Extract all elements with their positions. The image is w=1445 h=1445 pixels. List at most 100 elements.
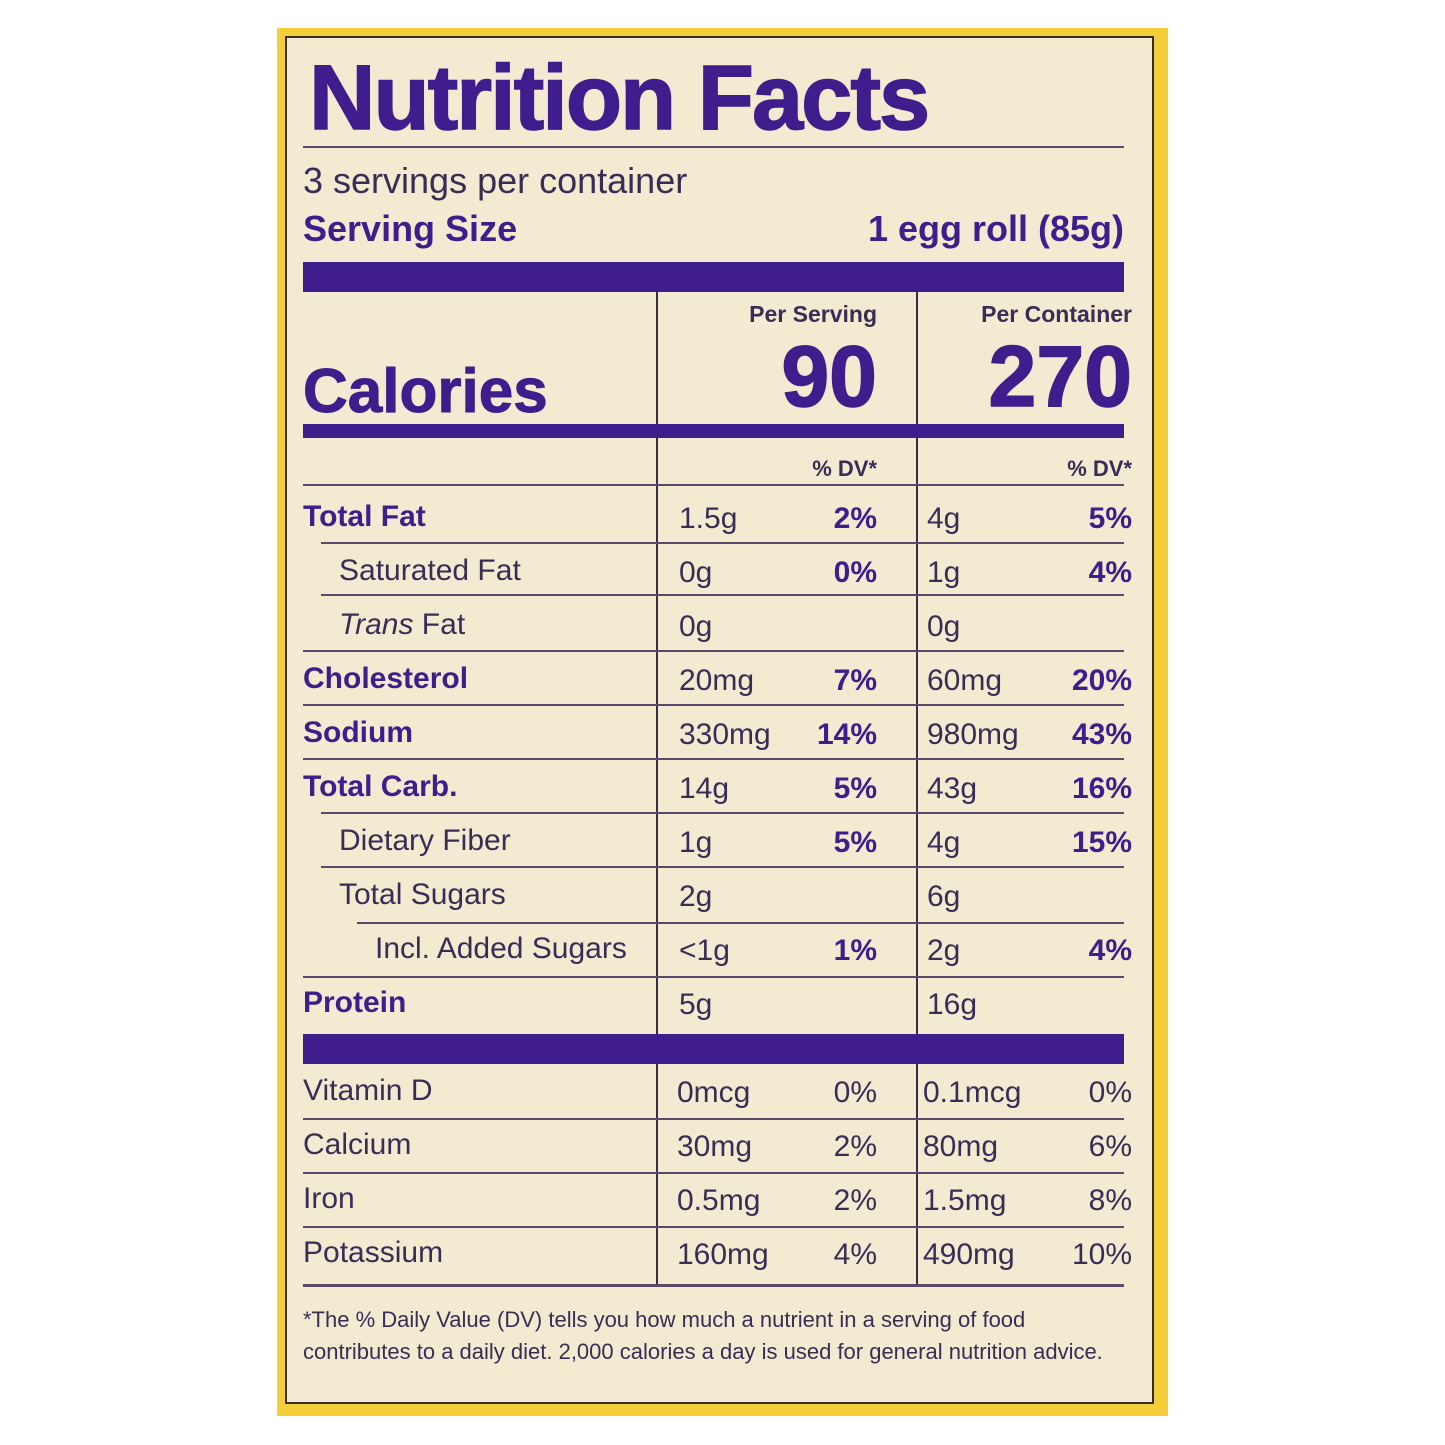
trans-italic: Trans bbox=[339, 608, 414, 641]
divider bbox=[303, 1172, 1124, 1174]
divider bbox=[303, 704, 1124, 706]
serving-amount: 14g bbox=[679, 772, 730, 805]
divider bbox=[303, 484, 1124, 486]
container-dv: 15% bbox=[1071, 826, 1132, 859]
divider bbox=[321, 866, 1124, 868]
trans-suffix: Fat bbox=[413, 608, 466, 641]
vitamin-row-potassium: Potassium 160mg 4% 490mg 10% bbox=[287, 1230, 1152, 1284]
container-amount: 4g bbox=[927, 502, 961, 535]
label-title: Nutrition Facts bbox=[308, 47, 931, 149]
nutrient-name: Trans Fat bbox=[339, 608, 465, 642]
container-amount: 980mg bbox=[927, 718, 1019, 751]
nutrient-row-trans-fat: Trans Fat 0g 0g bbox=[287, 602, 1152, 656]
thick-bar-top bbox=[303, 262, 1124, 292]
nutrient-row-sodium: Sodium 330mg 14% 980mg 43% bbox=[287, 710, 1152, 764]
serving-amount: 5g bbox=[679, 988, 713, 1021]
serving-dv: 5% bbox=[833, 772, 877, 805]
nutrition-facts-panel: Nutrition Facts 3 servings per container… bbox=[285, 36, 1154, 1404]
serving-amount: 0mcg bbox=[677, 1076, 751, 1109]
container-amount: 2g bbox=[927, 934, 961, 967]
serving-amount: <1g bbox=[679, 934, 730, 967]
per-container-header: Per Container bbox=[981, 301, 1132, 327]
vitamin-row-iron: Iron 0.5mg 2% 1.5mg 8% bbox=[287, 1176, 1152, 1230]
divider bbox=[303, 650, 1124, 652]
container-amount: 1.5mg bbox=[923, 1184, 1007, 1217]
calories-per-container: 270 bbox=[988, 329, 1133, 425]
thick-bar-calories bbox=[303, 424, 1124, 438]
calories-label: Calories bbox=[303, 357, 549, 427]
container-amount: 0g bbox=[927, 610, 961, 643]
serving-dv: 1% bbox=[833, 934, 877, 967]
serving-amount: 1g bbox=[679, 826, 713, 859]
container-dv: 43% bbox=[1071, 718, 1132, 751]
nutrient-row-saturated-fat: Saturated Fat 0g 0% 1g 4% bbox=[287, 548, 1152, 602]
divider bbox=[357, 922, 1124, 924]
nutrient-row-total-sugars: Total Sugars 2g 6g bbox=[287, 872, 1152, 926]
divider bbox=[303, 1226, 1124, 1228]
container-dv: 16% bbox=[1071, 772, 1132, 805]
divider bbox=[303, 1284, 1124, 1287]
nutrient-name: Dietary Fiber bbox=[339, 824, 511, 857]
divider bbox=[321, 812, 1124, 814]
nutrient-name: Protein bbox=[303, 986, 407, 1019]
divider bbox=[321, 594, 1124, 596]
nutrient-name: Saturated Fat bbox=[339, 554, 521, 587]
dv-header-serving: % DV* bbox=[812, 456, 877, 481]
container-amount: 490mg bbox=[923, 1238, 1015, 1271]
nutrient-name: Cholesterol bbox=[303, 662, 469, 695]
daily-value-footnote: *The % Daily Value (DV) tells you how mu… bbox=[303, 1307, 1103, 1364]
vitamin-name: Vitamin D bbox=[303, 1074, 433, 1107]
serving-dv: 2% bbox=[833, 1130, 877, 1163]
serving-dv: 7% bbox=[833, 664, 877, 697]
divider bbox=[303, 976, 1124, 978]
serving-amount: 160mg bbox=[677, 1238, 769, 1271]
label-frame: Nutrition Facts 3 servings per container… bbox=[277, 28, 1168, 1416]
dv-header-container: % DV* bbox=[1067, 456, 1132, 481]
thick-bar-vitamins bbox=[303, 1034, 1124, 1064]
divider bbox=[303, 146, 1124, 148]
container-amount: 4g bbox=[927, 826, 961, 859]
serving-amount: 1.5g bbox=[679, 502, 738, 535]
column-divider-1 bbox=[656, 292, 658, 1036]
container-dv: 8% bbox=[1088, 1184, 1132, 1217]
serving-size-label: Serving Size bbox=[303, 208, 518, 249]
serving-amount: 0g bbox=[679, 610, 713, 643]
column-divider-2 bbox=[916, 292, 918, 1036]
servings-per-container: 3 servings per container bbox=[303, 160, 688, 201]
serving-dv: 2% bbox=[833, 502, 877, 535]
vitamin-row-calcium: Calcium 30mg 2% 80mg 6% bbox=[287, 1122, 1152, 1176]
vitamin-row-vitamin-d: Vitamin D 0mcg 0% 0.1mcg 0% bbox=[287, 1068, 1152, 1122]
serving-size-value: 1 egg roll (85g) bbox=[867, 208, 1124, 249]
container-dv: 6% bbox=[1088, 1130, 1132, 1163]
serving-dv: 2% bbox=[833, 1184, 877, 1217]
serving-amount: 0.5mg bbox=[677, 1184, 761, 1217]
vitamin-name: Iron bbox=[303, 1182, 355, 1215]
container-amount: 6g bbox=[927, 880, 961, 913]
calories-per-serving: 90 bbox=[781, 329, 878, 425]
container-amount: 16g bbox=[927, 988, 978, 1021]
nutrient-row-total-carb: Total Carb. 14g 5% 43g 16% bbox=[287, 764, 1152, 818]
vitamin-name: Calcium bbox=[303, 1128, 412, 1161]
nutrient-row-added-sugars: Incl. Added Sugars <1g 1% 2g 4% bbox=[287, 926, 1152, 980]
nutrient-name: Sodium bbox=[303, 716, 413, 749]
per-serving-header: Per Serving bbox=[749, 301, 877, 327]
divider bbox=[303, 1118, 1124, 1120]
nutrient-name: Total Sugars bbox=[339, 878, 506, 911]
nutrient-name: Total Fat bbox=[303, 500, 426, 533]
container-amount: 43g bbox=[927, 772, 978, 805]
serving-amount: 30mg bbox=[677, 1130, 753, 1163]
nutrient-row-dietary-fiber: Dietary Fiber 1g 5% 4g 15% bbox=[287, 818, 1152, 872]
nutrient-name: Total Carb. bbox=[303, 770, 458, 803]
container-amount: 80mg bbox=[923, 1130, 999, 1163]
container-amount: 1g bbox=[927, 556, 961, 589]
container-dv: 4% bbox=[1088, 556, 1132, 589]
container-dv: 20% bbox=[1071, 664, 1132, 697]
vitamin-name: Potassium bbox=[303, 1236, 444, 1269]
container-amount: 60mg bbox=[927, 664, 1003, 697]
nutrient-row-protein: Protein 5g 16g bbox=[287, 980, 1152, 1034]
nutrient-row-cholesterol: Cholesterol 20mg 7% 60mg 20% bbox=[287, 656, 1152, 710]
divider bbox=[303, 758, 1124, 760]
serving-amount: 330mg bbox=[679, 718, 771, 751]
serving-amount: 2g bbox=[679, 880, 713, 913]
serving-dv: 0% bbox=[833, 1076, 877, 1109]
